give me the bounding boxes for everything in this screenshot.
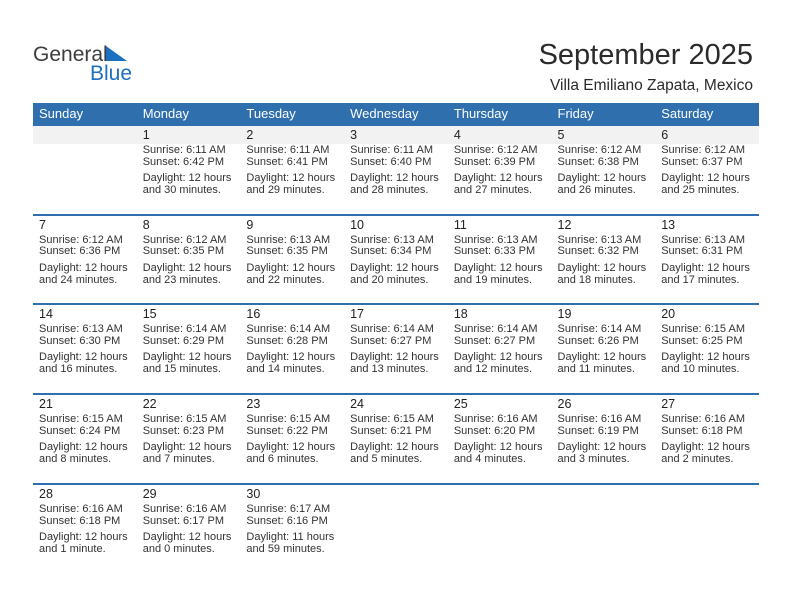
svg-text:Blue: Blue <box>90 62 132 85</box>
